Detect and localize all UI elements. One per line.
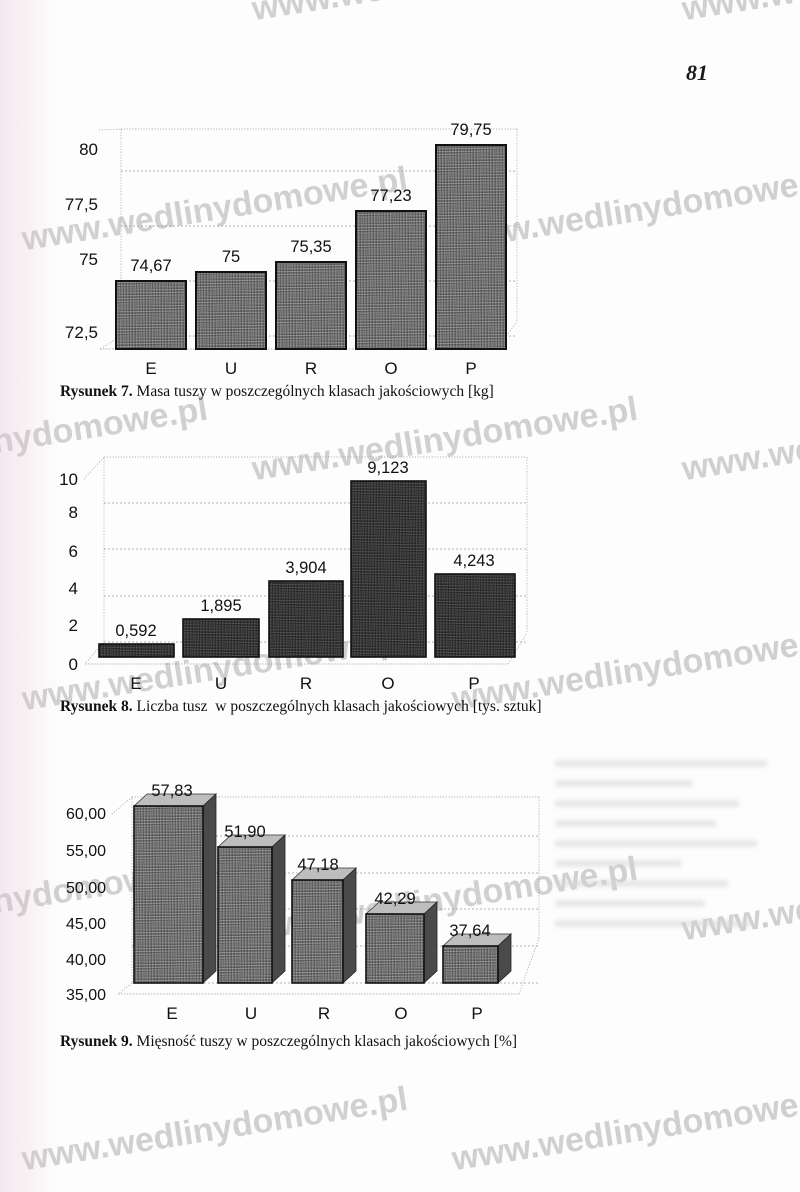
svg-text:6: 6 — [69, 542, 78, 561]
svg-text:75: 75 — [79, 250, 98, 269]
svg-text:47,18: 47,18 — [297, 856, 338, 874]
svg-text:O: O — [394, 1004, 407, 1023]
svg-text:1,895: 1,895 — [200, 597, 241, 615]
svg-text:42,29: 42,29 — [374, 890, 415, 908]
svg-text:E: E — [166, 1004, 177, 1023]
svg-text:U: U — [225, 359, 237, 378]
svg-text:P: P — [471, 1004, 482, 1023]
svg-text:50,00: 50,00 — [66, 880, 106, 897]
svg-text:O: O — [384, 359, 397, 378]
svg-text:75,35: 75,35 — [290, 238, 331, 256]
svg-text:O: O — [381, 674, 394, 693]
svg-text:2: 2 — [69, 616, 78, 635]
svg-text:4,243: 4,243 — [453, 552, 494, 570]
svg-text:45,00: 45,00 — [66, 916, 106, 933]
svg-text:60,00: 60,00 — [66, 806, 106, 823]
svg-text:9,123: 9,123 — [367, 459, 408, 477]
svg-text:R: R — [300, 674, 312, 693]
svg-text:72,5: 72,5 — [65, 323, 98, 342]
svg-text:74,67: 74,67 — [130, 257, 171, 275]
svg-text:4: 4 — [69, 579, 78, 598]
svg-text:75: 75 — [222, 248, 240, 266]
svg-text:P: P — [465, 359, 476, 378]
svg-text:U: U — [245, 1004, 257, 1023]
svg-text:77,23: 77,23 — [370, 187, 411, 205]
svg-text:40,00: 40,00 — [66, 952, 106, 969]
svg-text:80: 80 — [79, 140, 98, 159]
svg-text:R: R — [318, 1004, 330, 1023]
svg-text:E: E — [145, 359, 156, 378]
svg-text:0,592: 0,592 — [115, 622, 156, 640]
svg-text:10: 10 — [59, 470, 78, 489]
svg-text:8: 8 — [69, 503, 78, 522]
svg-text:E: E — [130, 674, 141, 693]
svg-text:37,64: 37,64 — [449, 922, 490, 940]
svg-text:57,83: 57,83 — [151, 782, 192, 800]
svg-text:77,5: 77,5 — [65, 195, 98, 214]
svg-text:51,90: 51,90 — [224, 823, 265, 841]
svg-text:79,75: 79,75 — [450, 121, 491, 139]
svg-text:0: 0 — [69, 655, 78, 674]
svg-text:R: R — [305, 359, 317, 378]
svg-text:P: P — [468, 674, 479, 693]
svg-text:U: U — [215, 674, 227, 693]
svg-text:35,00: 35,00 — [66, 987, 106, 1004]
svg-text:55,00: 55,00 — [66, 843, 106, 860]
svg-text:3,904: 3,904 — [285, 559, 326, 577]
